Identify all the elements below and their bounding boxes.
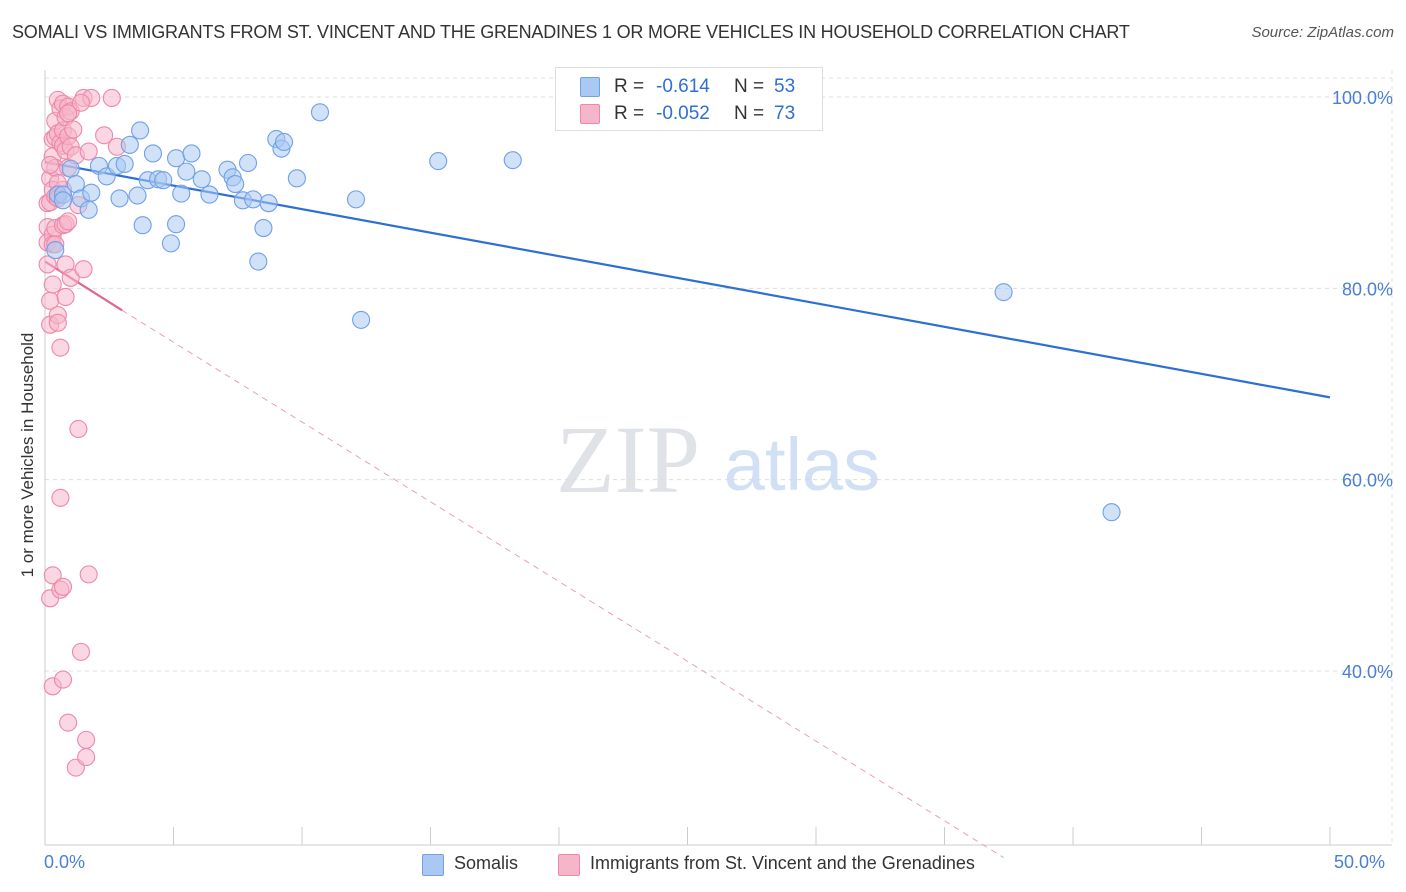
data-point (74, 260, 93, 279)
data-point (143, 144, 162, 163)
data-point (95, 126, 114, 145)
legend-r-label: R = (614, 103, 645, 124)
y-axis-title: 1 or more Vehicles in Household (18, 332, 37, 578)
data-point (71, 93, 91, 112)
data-point (244, 190, 263, 209)
legend-n-label: N = (734, 76, 765, 97)
data-point (61, 159, 80, 178)
data-point (59, 212, 78, 231)
watermark: ZIP atlas (556, 406, 880, 513)
legend-r-value: -0.052 (656, 103, 710, 124)
legend-row-stvincent: R = -0.052 N = 73 (556, 101, 822, 127)
data-point (346, 190, 366, 209)
x-tick-label-min: 0.0% (44, 852, 86, 872)
data-point (131, 121, 150, 140)
legend-n-value: 53 (774, 76, 796, 97)
bottom-legend-label-somalis: Somalis (454, 853, 519, 873)
data-point (226, 175, 245, 194)
data-point (69, 419, 88, 439)
data-point (192, 170, 211, 189)
data-point (53, 670, 73, 689)
trend-line (44, 260, 123, 312)
data-point (310, 103, 330, 122)
data-point (43, 566, 62, 585)
bottom-legend-label-stvincent: Immigrants from St. Vincent and the Gren… (590, 853, 975, 873)
chart-title: SOMALI VS IMMIGRANTS FROM ST. VINCENT AN… (12, 22, 1130, 42)
y-tick-label: 40.0% (1342, 662, 1393, 682)
bottom-legend-swatch-stvincent (558, 854, 580, 876)
watermark-atlas: atlas (724, 423, 880, 506)
data-points (38, 88, 1121, 777)
data-point (115, 154, 134, 174)
legend-r-label: R = (614, 76, 645, 97)
data-point (71, 642, 91, 661)
data-point (249, 252, 268, 271)
data-point (128, 186, 147, 205)
y-tick-labels: 100.0% 80.0% 60.0% 40.0% (1332, 88, 1393, 682)
data-point (238, 153, 258, 173)
data-point (259, 194, 278, 213)
data-point (79, 200, 98, 219)
data-point (77, 730, 96, 749)
source-label: Source: ZipAtlas.com (1251, 24, 1394, 41)
legend-row-somalis: R = -0.614 N = 53 (556, 74, 822, 100)
data-point (53, 191, 73, 210)
data-point (287, 169, 306, 188)
data-point (56, 287, 75, 306)
data-point (48, 313, 67, 332)
data-point (51, 338, 70, 357)
data-point (1102, 503, 1121, 522)
data-point (254, 219, 273, 238)
data-point (53, 577, 73, 596)
data-point (133, 216, 152, 235)
data-point (177, 162, 196, 181)
stats-legend: R = -0.614 N = 53 R = -0.052 N = 73 (555, 67, 823, 131)
legend-n-label: N = (734, 103, 765, 124)
data-point (82, 183, 101, 202)
data-point (154, 171, 173, 190)
data-point (61, 268, 80, 287)
grid-lines (45, 70, 1393, 845)
data-point (172, 184, 191, 203)
data-point (79, 565, 98, 584)
data-point (352, 310, 371, 329)
data-point (161, 234, 180, 253)
data-point (102, 88, 121, 108)
data-point (77, 748, 96, 767)
data-point (79, 142, 98, 161)
x-tick-label-max: 50.0% (1334, 852, 1386, 872)
data-point (274, 132, 294, 152)
data-point (110, 189, 129, 208)
data-point (59, 104, 78, 123)
legend-r-value: -0.614 (656, 76, 710, 97)
data-point (59, 713, 78, 732)
y-tick-label: 60.0% (1342, 471, 1393, 491)
y-tick-label: 80.0% (1342, 279, 1393, 299)
legend-swatch-somalis (580, 77, 600, 97)
data-point (38, 255, 57, 274)
data-point (200, 185, 219, 204)
data-point (43, 275, 62, 294)
data-point (46, 241, 65, 260)
data-point (167, 215, 186, 234)
trend-line-extension (121, 309, 1004, 858)
data-point (64, 120, 83, 139)
axes (44, 70, 1392, 846)
data-point (994, 283, 1013, 302)
data-point (429, 152, 448, 171)
data-point (120, 135, 139, 154)
data-point (182, 144, 201, 163)
data-point (51, 488, 70, 507)
data-point (503, 151, 522, 170)
bottom-legend-swatch-somalis (422, 854, 444, 876)
data-point (41, 155, 60, 174)
y-tick-label: 100.0% (1332, 88, 1393, 108)
watermark-zip: ZIP (556, 406, 700, 513)
legend-swatch-stvincent (580, 104, 600, 124)
legend-n-value: 73 (774, 103, 796, 124)
